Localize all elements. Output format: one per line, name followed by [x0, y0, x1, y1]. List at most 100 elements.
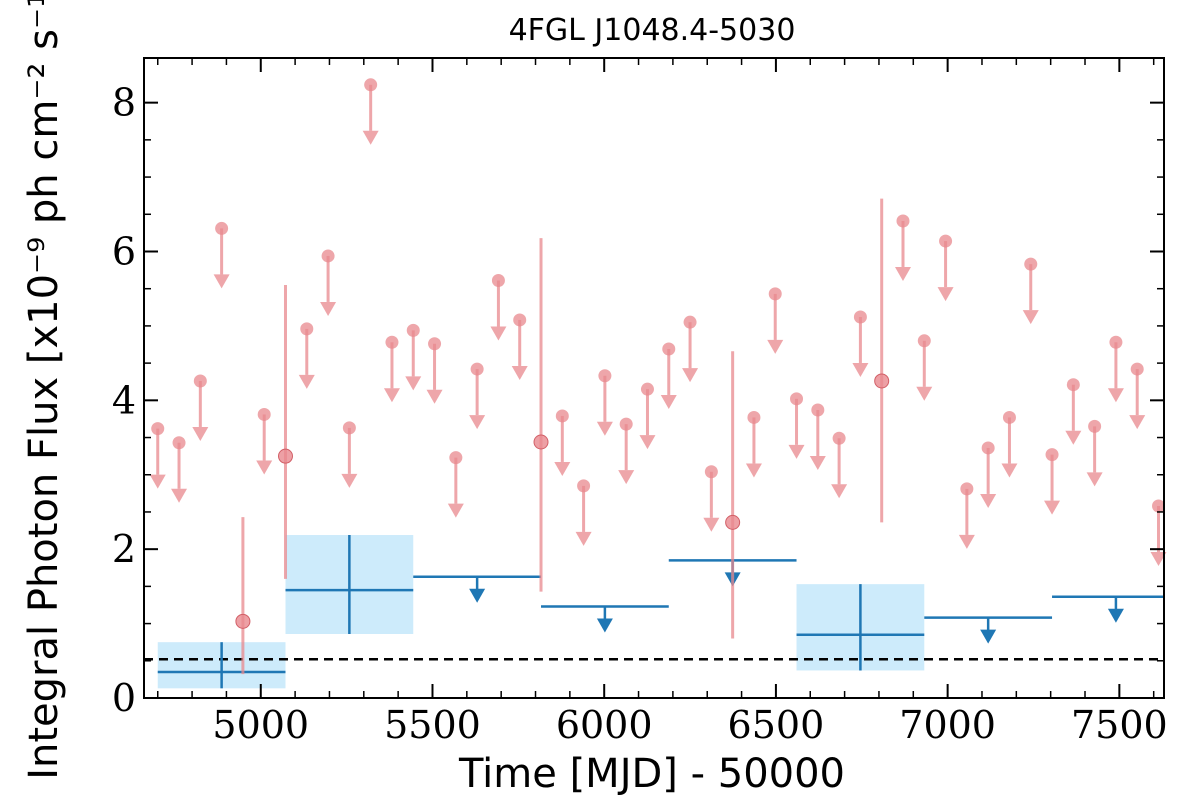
short-bin-upper-limit-point [1109, 335, 1123, 349]
short-bin-upper-limit-point [619, 417, 633, 431]
short-bin-upper-limit-arrow [980, 493, 997, 508]
short-bin-upper-limit-point [470, 362, 484, 376]
short-bin-upper-limit-point [896, 214, 910, 228]
y-tick-label: 0 [112, 676, 136, 720]
short-bin-upper-limit-arrow [852, 362, 869, 377]
short-bin-upper-limit-point [321, 249, 335, 263]
short-bin-upper-limit-arrow [426, 389, 443, 404]
short-bin-upper-limit-point [662, 342, 676, 356]
short-bin-upper-limit-arrow [1044, 500, 1061, 515]
short-bin-upper-limit-point [832, 431, 846, 445]
short-bin-upper-limit-point [1002, 410, 1016, 424]
short-bin-upper-limit-arrow [447, 503, 464, 518]
axes-frame [143, 57, 1165, 699]
long-bin-upper-limit-arrow [1107, 608, 1124, 623]
short-bin-upper-limit-point [1045, 448, 1059, 462]
short-bin-upper-limit-arrow [1001, 463, 1018, 478]
short-bin-upper-limit-point [406, 323, 420, 337]
short-bin-upper-limit-point [300, 322, 314, 336]
short-bin-upper-limit-point [364, 78, 378, 92]
short-bin-upper-limit-point [513, 313, 527, 327]
short-bin-upper-limit-point [1088, 419, 1102, 433]
long-bin-upper-limit-arrow [980, 629, 997, 644]
y-tick-label: 8 [112, 81, 136, 125]
short-bin-detection-point [277, 448, 293, 464]
y-axis-label: Integral Photon Flux [x10⁻⁹ ph cm⁻² s⁻¹] [21, 0, 67, 780]
short-bin-upper-limit-arrow [554, 461, 571, 476]
short-bin-upper-limit-point [1130, 362, 1144, 376]
short-bin-upper-limit-arrow [320, 301, 337, 316]
short-bin-upper-limit-arrow [383, 388, 400, 403]
short-bin-upper-limit-arrow [937, 287, 954, 302]
long-bin-upper-limit-arrow [469, 588, 486, 603]
short-bin-upper-limit-point [491, 274, 505, 288]
short-bin-detection-point [725, 514, 741, 530]
short-bin-upper-limit-arrow [490, 326, 507, 341]
short-bin-upper-limit-arrow [192, 426, 209, 441]
x-tick-label: 6500 [728, 703, 825, 747]
short-bin-upper-limit-point [215, 221, 229, 235]
short-bin-upper-limit-point [172, 436, 186, 450]
short-bin-upper-limit-point [342, 421, 356, 435]
y-tick-label: 6 [112, 229, 136, 273]
short-bin-upper-limit-point [1152, 499, 1166, 513]
short-bin-upper-limit-arrow [213, 274, 230, 289]
short-bin-upper-limit-arrow [745, 463, 762, 478]
short-bin-upper-limit-point [917, 334, 931, 348]
short-bin-upper-limit-point [151, 422, 165, 436]
short-bin-upper-limit-point [555, 409, 569, 423]
short-bin-upper-limit-arrow [660, 394, 677, 409]
short-bin-upper-limit-arrow [362, 130, 379, 145]
short-bin-upper-limit-arrow [767, 339, 784, 354]
short-bin-detection-point [533, 434, 549, 450]
x-tick-label: 7000 [899, 703, 996, 747]
short-bin-upper-limit-point [640, 382, 654, 396]
short-bin-upper-limit-arrow [618, 470, 635, 485]
short-bin-upper-limit-point [768, 287, 782, 301]
short-bin-upper-limit-arrow [1129, 415, 1146, 430]
short-bin-upper-limit-arrow [575, 531, 592, 546]
x-axis-label: Time [MJD] - 50000 [458, 751, 845, 797]
short-bin-upper-limit-arrow [682, 368, 699, 383]
short-bin-upper-limit-point [683, 315, 697, 329]
short-bin-upper-limit-point [939, 234, 953, 248]
y-tick-label: 4 [112, 378, 136, 422]
chart-title: 4FGL J1048.4-5030 [509, 13, 796, 48]
short-bin-upper-limit-arrow [256, 460, 273, 475]
short-bin-upper-limit-point [960, 482, 974, 496]
short-bin-upper-limit-arrow [341, 473, 358, 488]
short-bin-upper-limit-arrow [511, 365, 528, 380]
short-bin-upper-limit-arrow [469, 415, 486, 430]
short-bin-upper-limit-arrow [298, 374, 315, 389]
short-bin-upper-limit-arrow [703, 517, 720, 532]
short-bin-upper-limit-point [981, 441, 995, 455]
short-bin-detection-point [235, 613, 251, 629]
short-bin-upper-limit-point [428, 337, 442, 351]
short-bin-detection-point [874, 373, 890, 389]
short-bin-upper-limit-point [257, 407, 271, 421]
short-bin-upper-limit-point [704, 465, 718, 479]
short-bin-upper-limit-arrow [1150, 552, 1167, 566]
short-bin-upper-limit-point [449, 451, 463, 465]
short-bin-upper-limit-arrow [596, 421, 613, 436]
short-bin-upper-limit-arrow [405, 376, 422, 391]
short-bin-upper-limit-point [193, 374, 207, 388]
short-bin-upper-limit-point [1066, 378, 1080, 392]
short-bin-upper-limit-point [385, 335, 399, 349]
short-bin-upper-limit-arrow [171, 488, 188, 503]
short-bin-upper-limit-arrow [894, 266, 911, 281]
short-bin-upper-limit-point [811, 403, 825, 417]
short-bin-upper-limit-point [1024, 257, 1038, 271]
short-bin-upper-limit-arrow [1022, 310, 1039, 325]
long-bin-upper-limit-arrow [596, 618, 613, 633]
plot-area: 5000 5500 6000 6500 7000 7500 0 2 4 6 8 [112, 57, 1168, 747]
short-bin-upper-limit-point [853, 310, 867, 324]
short-bin-upper-limit-arrow [831, 484, 848, 499]
short-bin-upper-limit-point [577, 479, 591, 493]
x-tick-label: 5000 [212, 703, 309, 747]
short-bin-upper-limit-arrow [958, 534, 975, 549]
x-tick-label: 7500 [1071, 703, 1168, 747]
short-bin-upper-limit-arrow [809, 456, 826, 470]
short-bin-upper-limit-arrow [916, 386, 933, 401]
